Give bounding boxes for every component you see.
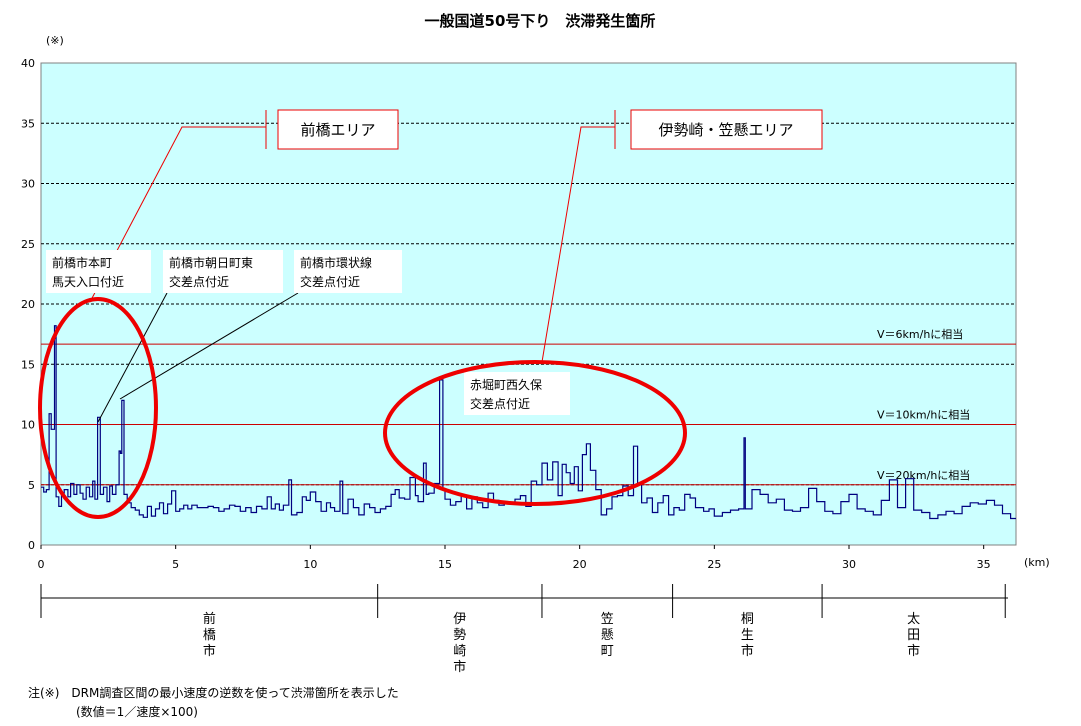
annotation-asahicho: 前橋市朝日町東 交差点付近 [163,250,283,293]
y-tick-label: 35 [21,117,35,130]
annotation-honmachi-line1: 前橋市本町 [52,255,112,270]
area-callout-maebashi-label: 前橋エリア [300,121,375,139]
x-tick-label: 0 [38,558,45,571]
region-label-char: 笠 [601,612,614,627]
highlight-ellipse-maebashi [38,297,158,519]
region-label-char: 桐 [741,612,754,627]
y-tick-label: 10 [21,419,35,432]
x-tick-label: 35 [977,558,991,571]
x-axis: 0 5 10 15 20 25 30 35 [38,545,991,571]
annotation-akabori-line1: 赤堀町西久保 [470,377,542,392]
y-tick-label: 0 [28,539,35,552]
leader-asahicho [97,292,168,423]
reference-line-label: V＝6km/hに相当 [877,327,963,341]
region-label-char: 伊 [453,612,466,627]
chart-title: 一般国道50号下り 渋滞発生箇所 [425,12,656,30]
annotation-kanjosen-line2: 交差点付近 [300,274,360,289]
y-tick-label: 40 [21,57,35,70]
region-label-char: 太 [907,612,920,627]
region-label-char: 橋 [203,628,216,643]
area-leader-maebashi [89,126,266,303]
y-tick-label: 15 [21,358,35,371]
x-tick-label: 5 [172,558,179,571]
y-tick-label: 25 [21,238,35,251]
annotation-kanjosen: 前橋市環状線 交差点付近 [294,250,402,293]
region-label-char: 市 [907,643,920,659]
y-unit-label: (※) [46,34,64,47]
region-label-char: 崎 [453,644,466,659]
reference-lines: V＝6km/hに相当 V＝10km/hに相当 V＝20km/hに相当 [41,327,1016,486]
callout-leaders [89,110,616,423]
leader-kanjosen [119,292,299,400]
region-label-char: 生 [741,628,754,643]
x-tick-label: 20 [573,558,587,571]
region-label-char: 市 [453,659,466,675]
annotation-honmachi: 前橋市本町 馬天入口付近 [46,250,151,293]
y-tick-label: 30 [21,178,35,191]
area-callout-isesaki: 伊勢崎・笠懸エリア [630,109,823,150]
footnote-line-1: 注(※) DRM調査区間の最小速度の逆数を使って渋滞箇所を表示した [28,685,399,700]
x-unit-label: (km) [1024,556,1050,569]
y-tick-label: 5 [28,479,35,492]
annotation-honmachi-line2: 馬天入口付近 [52,275,124,289]
region-label-char: 市 [203,643,216,659]
region-label-char: 前 [203,611,216,627]
y-tick-label: 20 [21,298,35,311]
region-label-char: 勢 [453,628,466,643]
region-label-char: 懸 [601,628,614,643]
area-leader-isesaki [541,126,615,363]
annotation-kanjosen-line1: 前橋市環状線 [300,255,372,270]
x-tick-label: 10 [303,558,317,571]
region-label-char: 町 [601,644,614,659]
annotation-akabori: 赤堀町西久保 交差点付近 [464,372,570,415]
y-axis: 0 5 10 15 20 25 30 35 40 [21,57,35,552]
area-callout-isesaki-label: 伊勢崎・笠懸エリア [658,121,793,139]
annotation-asahicho-line2: 交差点付近 [169,274,229,289]
annotation-akabori-line2: 交差点付近 [470,396,530,411]
annotation-asahicho-line1: 前橋市朝日町東 [169,255,253,270]
x-tick-label: 15 [438,558,452,571]
x-tick-label: 25 [707,558,721,571]
region-label-char: 田 [907,628,920,643]
reference-line-label: V＝10km/hに相当 [877,408,970,422]
highlight-ellipse-isesaki [383,360,687,506]
x-tick-label: 30 [842,558,856,571]
footnote-line-2: (数値＝1／速度×100) [76,704,198,719]
reference-line-label: V＝20km/hに相当 [877,468,970,482]
region-label-char: 市 [741,643,754,659]
area-callout-maebashi: 前橋エリア [277,109,399,150]
